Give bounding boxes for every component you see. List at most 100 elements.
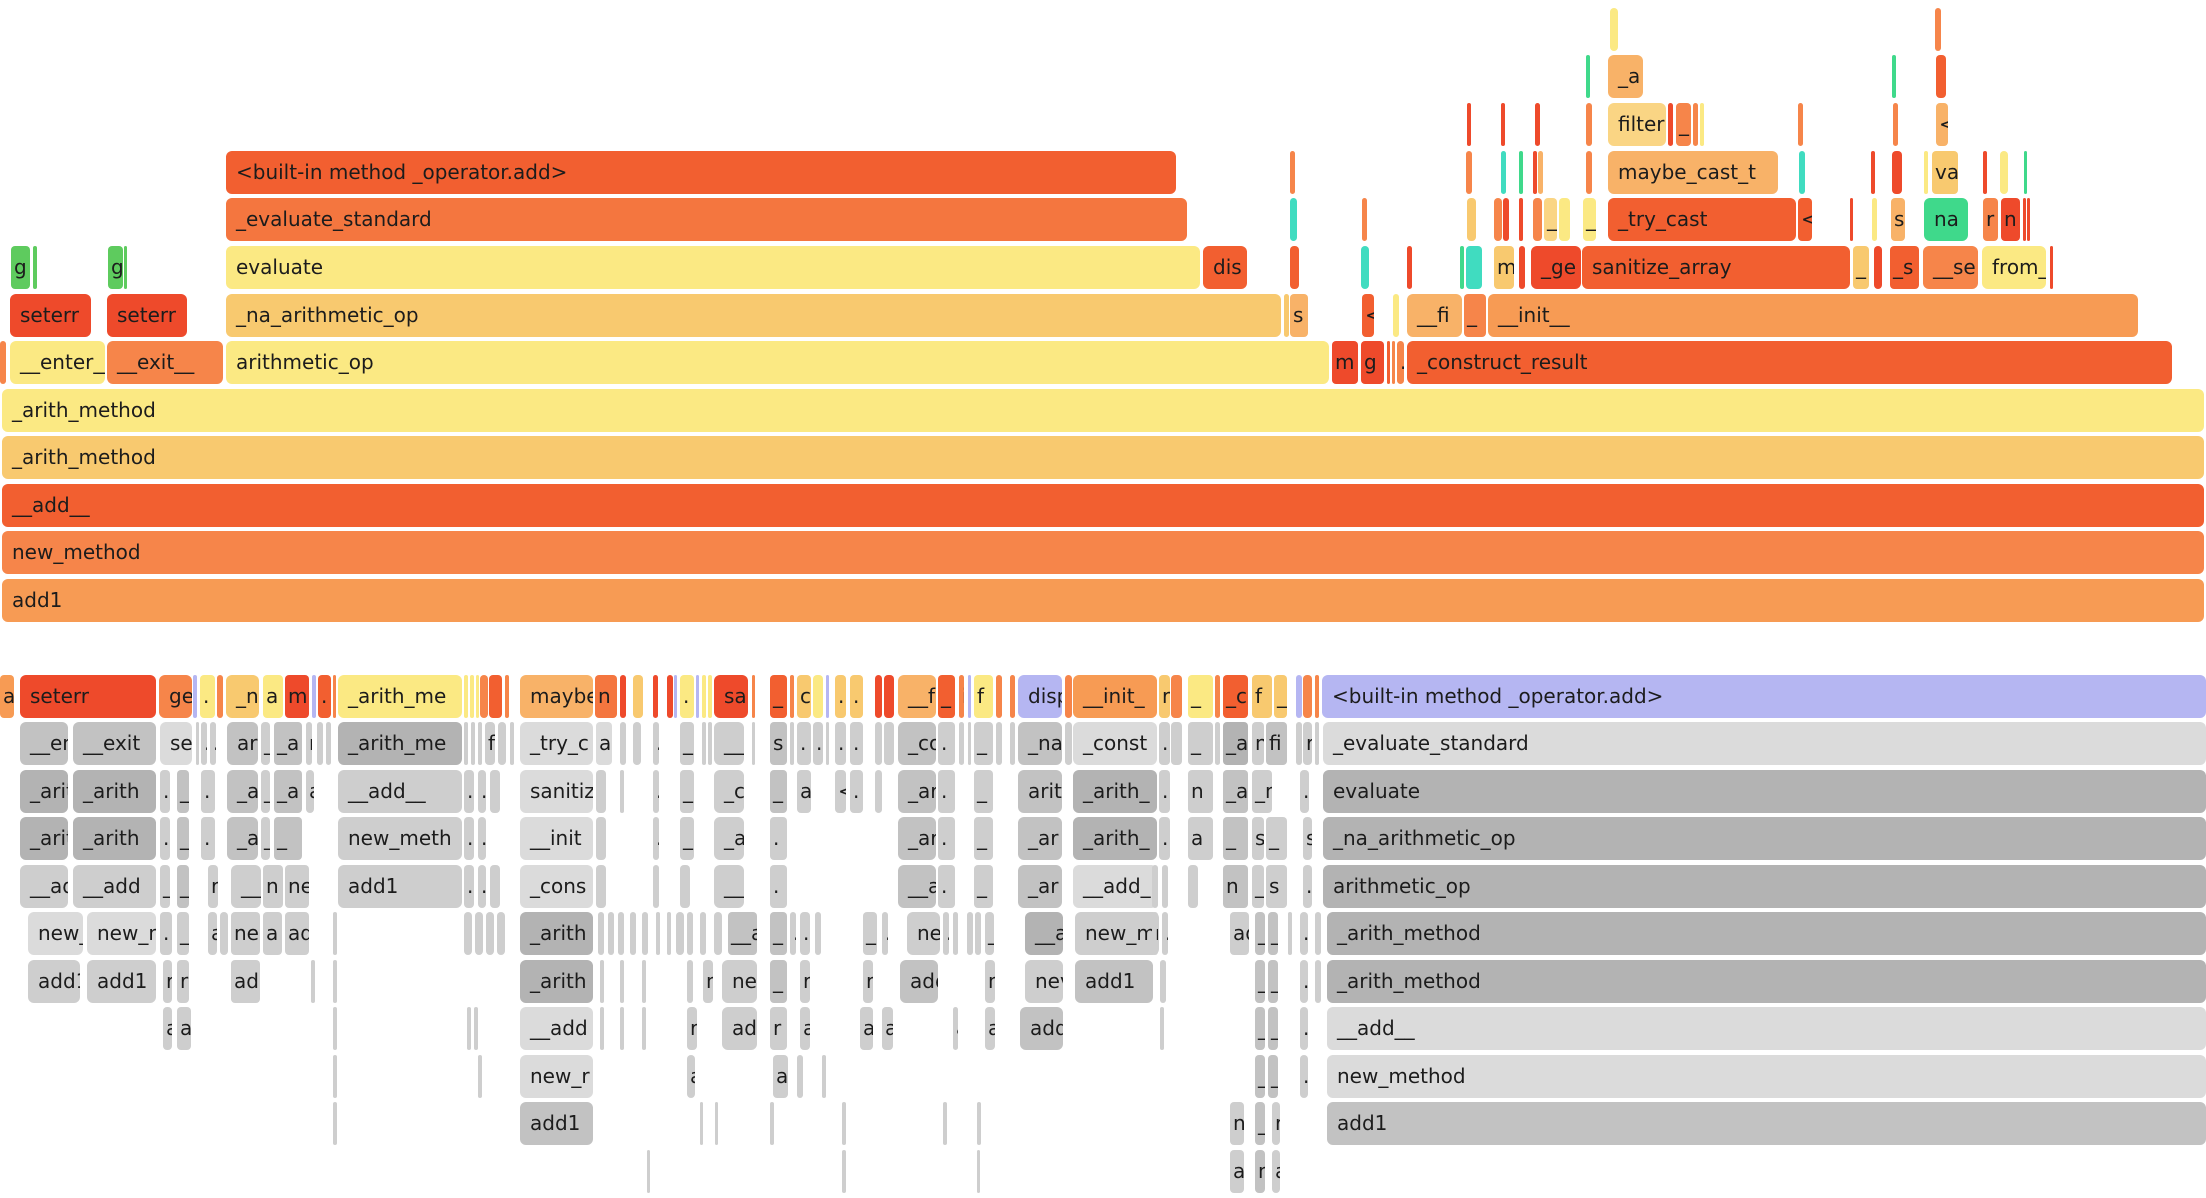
frame-n[interactable]: n: [985, 960, 995, 1003]
frame-_[interactable]: _: [1255, 1055, 1265, 1098]
frame-_[interactable]: _: [1268, 1007, 1278, 1050]
frame-sliver[interactable]: [1586, 55, 1590, 98]
frame-sliver[interactable]: [317, 722, 323, 765]
frame-[interactable]: .: [201, 722, 207, 765]
frame-s[interactable]: s: [1266, 865, 1287, 908]
frame-m[interactable]: m: [285, 675, 309, 718]
frame-_cons[interactable]: _cons: [520, 865, 593, 908]
frame-r[interactable]: r: [863, 960, 873, 1003]
frame-sliver[interactable]: [1215, 722, 1220, 765]
frame-a[interactable]: a: [773, 1055, 788, 1098]
frame-_co[interactable]: _co: [898, 722, 936, 765]
frame-sliver[interactable]: [815, 912, 821, 955]
frame-_[interactable]: _: [985, 912, 994, 955]
frame-seterr[interactable]: seterr: [10, 294, 91, 337]
frame-n[interactable]: n: [1188, 770, 1213, 813]
frame-sliver[interactable]: [1519, 246, 1525, 289]
frame-sliver[interactable]: [790, 675, 794, 718]
frame-__add__[interactable]: __add__: [338, 770, 462, 813]
frame-sliver[interactable]: [1303, 675, 1312, 718]
frame-_[interactable]: _: [770, 770, 787, 813]
frame-sliver[interactable]: [1700, 103, 1704, 146]
frame-[interactable]: .: [1303, 865, 1312, 908]
frame-sliver[interactable]: [1290, 246, 1299, 289]
frame-filter[interactable]: filter: [1608, 103, 1666, 146]
frame-sliver[interactable]: [826, 675, 829, 718]
frame-from_[interactable]: from_: [1982, 246, 2046, 289]
frame-sliver[interactable]: [311, 960, 315, 1003]
frame-f[interactable]: f: [974, 675, 993, 718]
frame-new_m[interactable]: new_m: [1075, 912, 1159, 955]
frame-_[interactable]: _: [1676, 103, 1691, 146]
frame-_arith_me[interactable]: _arith_me: [338, 722, 462, 765]
frame-sliver[interactable]: [1162, 865, 1168, 908]
frame-built-in-method-_operator-add[interactable]: <built-in method _operator.add>: [1322, 675, 2206, 718]
frame-sliver[interactable]: [2023, 198, 2026, 241]
frame-sliver[interactable]: [1288, 912, 1292, 955]
frame-sliver[interactable]: [975, 912, 981, 955]
frame-_arit[interactable]: _arit: [20, 817, 68, 860]
frame-_[interactable]: _: [1188, 675, 1213, 718]
frame-[interactable]: .: [680, 675, 694, 718]
frame-sliver[interactable]: [953, 912, 958, 955]
frame-sliver[interactable]: [700, 1102, 703, 1145]
frame-_construct_result[interactable]: _construct_result: [1407, 341, 2172, 384]
frame-sliver[interactable]: [842, 1150, 846, 1193]
frame-_a[interactable]: _a: [1608, 55, 1643, 98]
frame-_n[interactable]: _n: [226, 675, 259, 718]
frame-[interactable]: .: [835, 675, 846, 718]
frame-[interactable]: .: [850, 675, 863, 718]
frame-[interactable]: .: [160, 912, 172, 955]
frame-_[interactable]: _: [863, 912, 877, 955]
frame-sliver[interactable]: [1362, 198, 1367, 241]
frame-m[interactable]: m: [1494, 246, 1514, 289]
frame-r[interactable]: r: [163, 960, 172, 1003]
frame-ad[interactable]: ad: [231, 960, 260, 1003]
frame-sliver[interactable]: [486, 912, 494, 955]
frame-sliver[interactable]: [700, 912, 706, 955]
frame-sliver[interactable]: [464, 675, 468, 718]
frame-[interactable]: .: [938, 817, 955, 860]
frame-g[interactable]: g: [11, 246, 30, 289]
frame-sliver[interactable]: [875, 722, 882, 765]
frame-n[interactable]: n: [2001, 198, 2020, 241]
frame-a[interactable]: a: [306, 770, 314, 813]
frame-_arith_[interactable]: _arith_: [1073, 817, 1157, 860]
frame-a[interactable]: a: [860, 1007, 873, 1050]
frame-sliver[interactable]: [715, 1102, 718, 1145]
frame-sliver[interactable]: [1893, 103, 1898, 146]
frame-_[interactable]: _: [261, 722, 270, 765]
frame-sliver[interactable]: [653, 865, 659, 908]
frame-sliver[interactable]: [884, 722, 894, 765]
frame-sliver[interactable]: [1315, 675, 1319, 718]
frame-_[interactable]: _: [1255, 912, 1265, 955]
frame-sliver[interactable]: [687, 960, 693, 1003]
frame-_[interactable]: _: [1255, 1102, 1265, 1145]
frame-sliver[interactable]: [333, 1055, 337, 1098]
frame-sliver[interactable]: [333, 1007, 337, 1050]
frame-sliver[interactable]: [1160, 1007, 1164, 1050]
frame-sliver[interactable]: [196, 722, 199, 765]
frame-sliver[interactable]: [875, 675, 882, 718]
frame-s[interactable]: s: [770, 722, 787, 765]
frame-sliver[interactable]: [702, 722, 706, 765]
frame-sliver[interactable]: [464, 722, 468, 765]
frame-sliver[interactable]: [967, 912, 973, 955]
frame-sliver[interactable]: [702, 675, 706, 718]
frame-__a[interactable]: __a: [728, 912, 757, 955]
frame-sliver[interactable]: [1935, 8, 1941, 51]
frame-nev[interactable]: nev: [1025, 960, 1063, 1003]
frame-__add_[interactable]: __add_: [1073, 865, 1157, 908]
frame-sliver[interactable]: [714, 912, 722, 955]
frame-sliver[interactable]: [1065, 675, 1072, 718]
frame-sliver[interactable]: [1284, 294, 1289, 337]
frame-__a[interactable]: __a: [1025, 912, 1063, 955]
frame-s[interactable]: s: [1891, 198, 1905, 241]
frame-sliver[interactable]: [687, 912, 693, 955]
frame-[interactable]: .: [1300, 1055, 1308, 1098]
frame-sliver[interactable]: [464, 912, 472, 955]
frame-[interactable]: .: [201, 817, 215, 860]
frame-[interactable]: .: [464, 770, 474, 813]
frame-_[interactable]: _: [974, 817, 993, 860]
frame-_[interactable]: _: [770, 960, 787, 1003]
